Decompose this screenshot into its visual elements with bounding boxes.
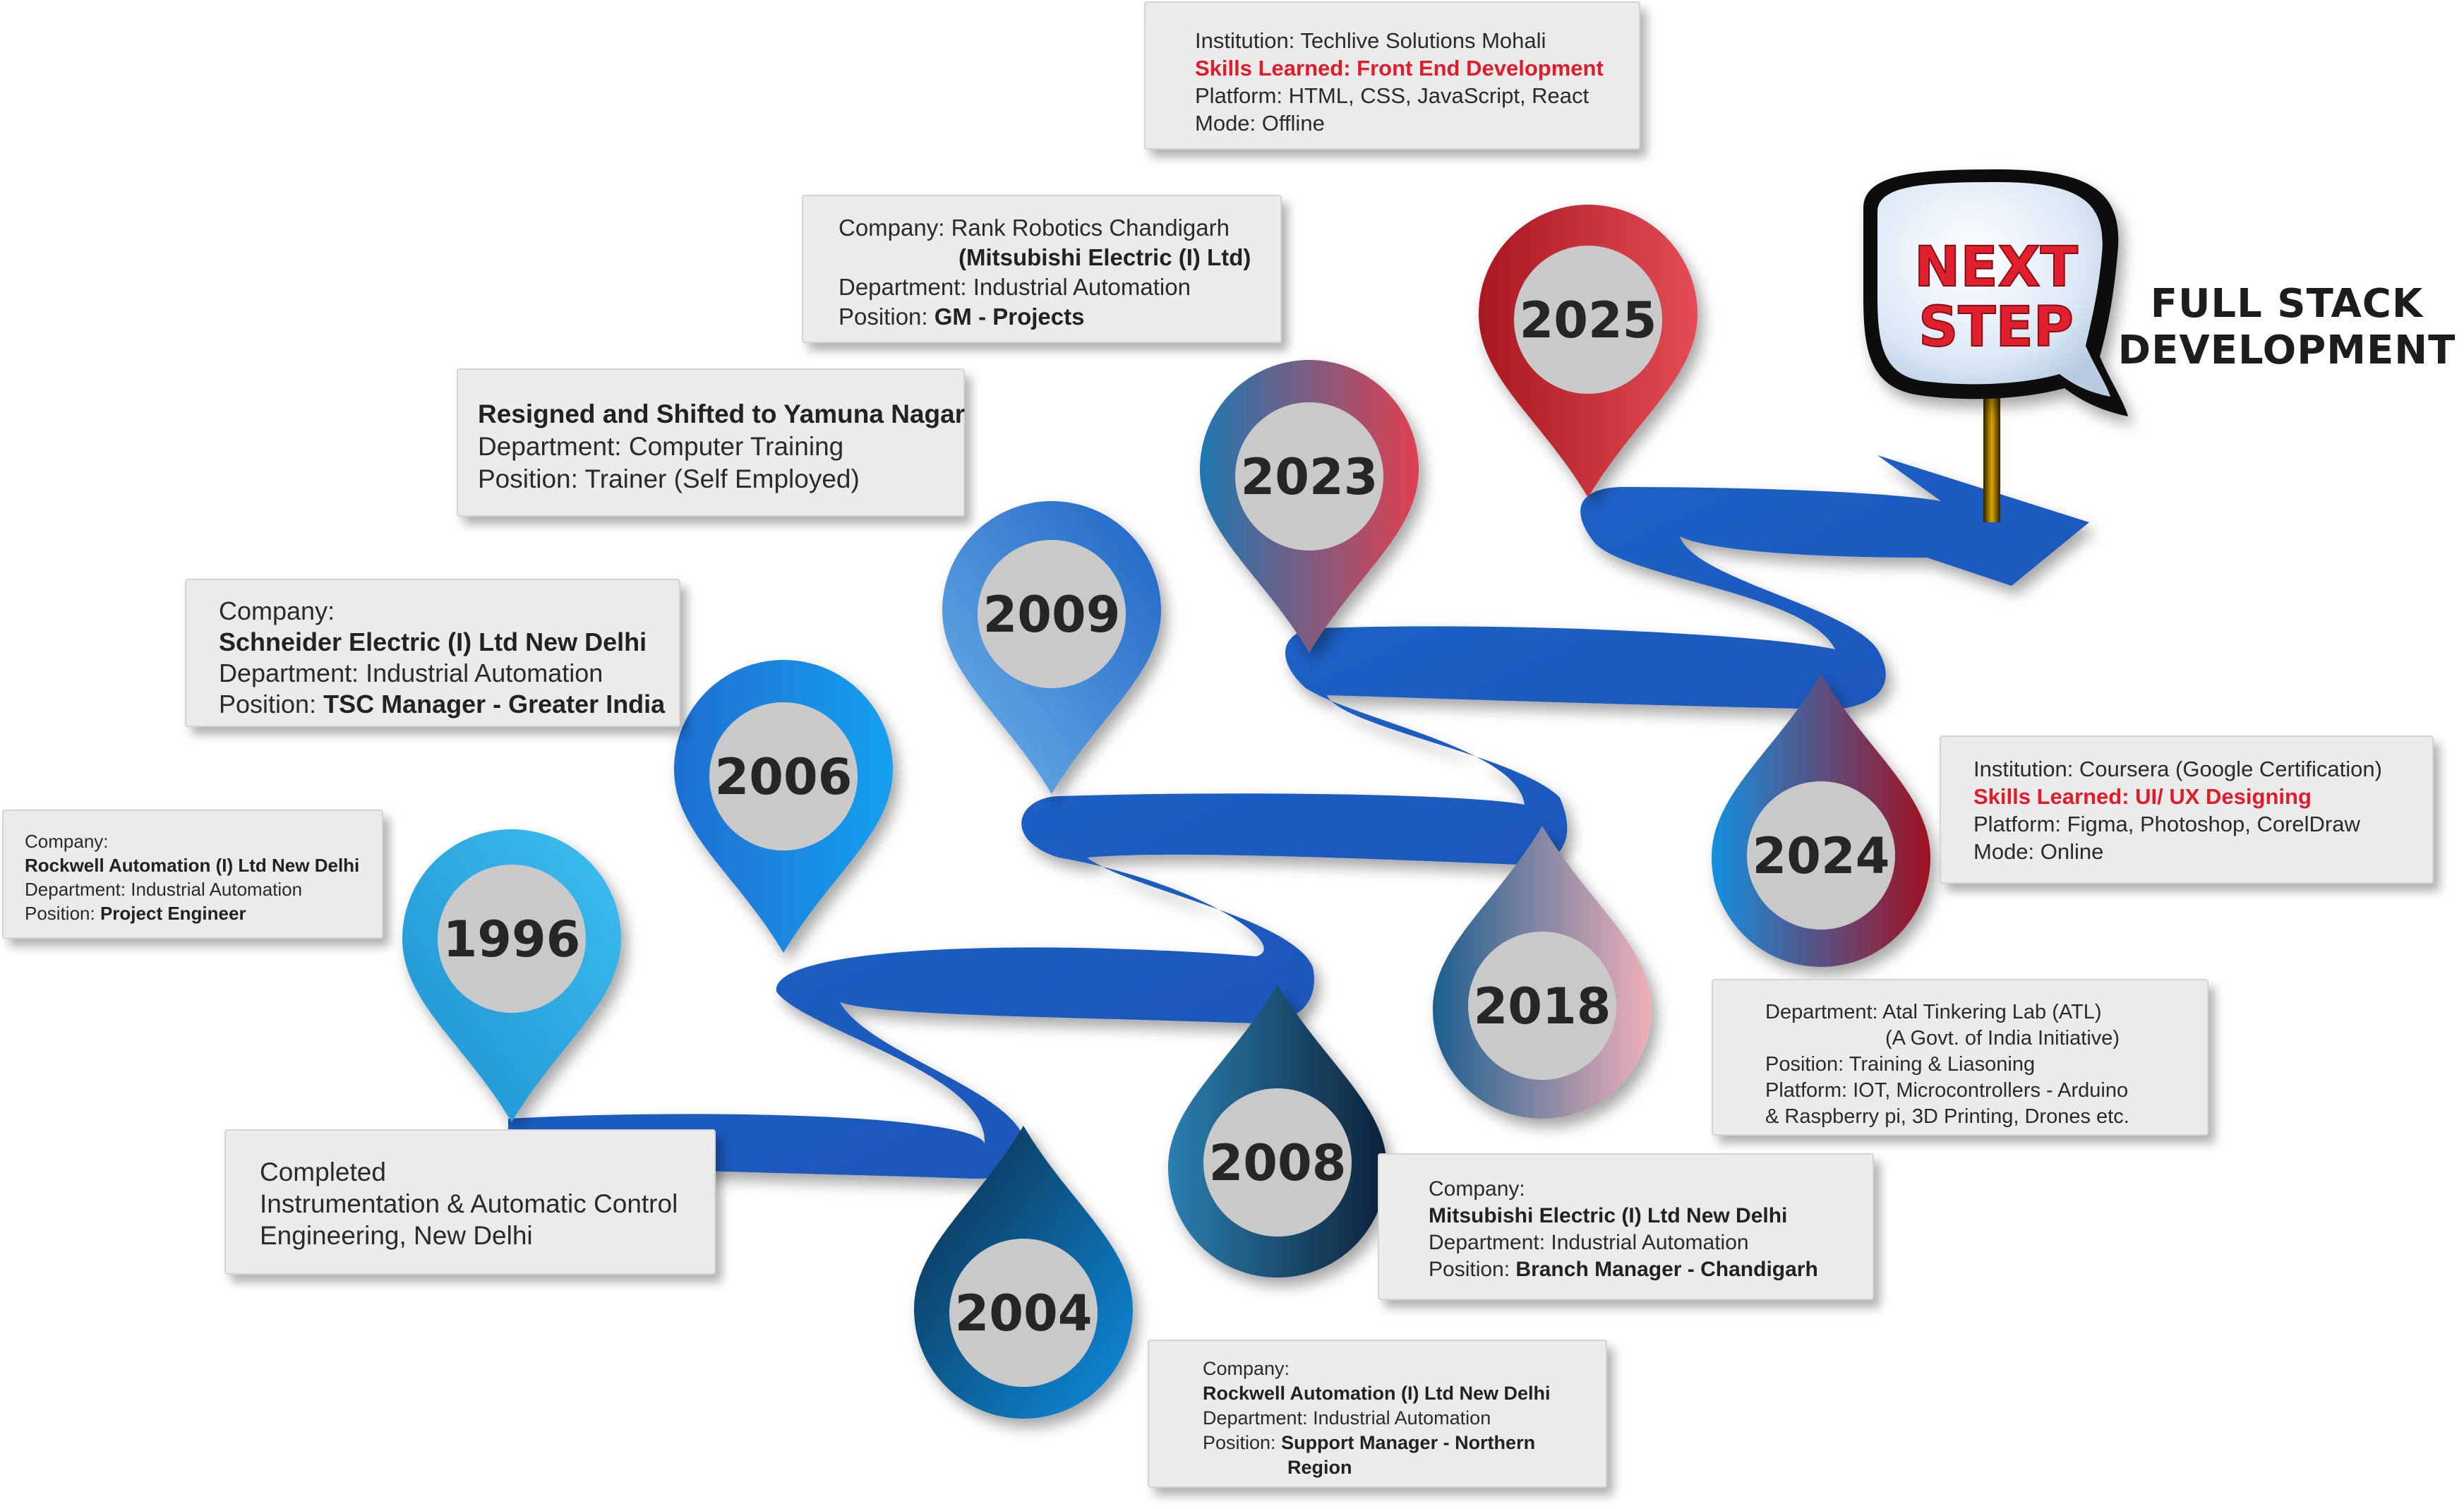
pin-2023: 2023	[1200, 360, 1419, 653]
position-label: Position:	[839, 303, 934, 330]
department: Department: Computer Training	[478, 432, 844, 461]
pin-year-2025: 2025	[1520, 291, 1657, 349]
pin-year-2008: 2008	[1209, 1134, 1347, 1192]
goal-title: FULL STACK DEVELOPMENT	[2117, 281, 2456, 374]
position-value: Branch Manager - Chandigarh	[1515, 1258, 1818, 1281]
goal-title-line1: FULL STACK	[2150, 281, 2424, 327]
pin-2006: 2006	[674, 660, 893, 953]
pin-year-2004: 2004	[955, 1285, 1093, 1342]
pin-year-2018: 2018	[1474, 978, 1611, 1035]
card-label: Company:	[219, 596, 335, 625]
position-label: Position:	[219, 690, 324, 719]
goal-title-line2: DEVELOPMENT	[2117, 327, 2456, 373]
card-headline: Resigned and Shifted to Yamuna Nagar	[478, 399, 966, 428]
department: Department: Industrial Automation	[25, 879, 303, 900]
timeline-road	[508, 455, 2089, 1179]
position: Position: Trainer (Self Employed)	[478, 464, 860, 493]
position-value: TSC Manager - Greater India	[323, 690, 666, 719]
card-2025: Institution: Techlive Solutions Mohali S…	[1144, 1, 1640, 150]
card-1996-job: Company: Rockwell Automation (I) Ltd New…	[2, 810, 383, 939]
company-name: Schneider Electric (I) Ltd New Delhi	[219, 627, 647, 656]
institution: Institution: Coursera (Google Certificat…	[1973, 757, 2382, 781]
platform: Platform: HTML, CSS, JavaScript, React	[1195, 83, 1589, 108]
department: Department: Industrial Automation	[839, 274, 1191, 300]
pin-2008: 2008	[1167, 985, 1387, 1278]
department: Department: Industrial Automation	[1429, 1231, 1749, 1254]
mode: Mode: Offline	[1195, 111, 1325, 136]
next-step-sign: NEXT STEP	[1863, 169, 2128, 522]
card-2009: Resigned and Shifted to Yamuna Nagar Dep…	[457, 368, 965, 517]
position: Position: Training & Liasoning	[1765, 1053, 2036, 1076]
company-name: Rockwell Automation (I) Ltd New Delhi	[1203, 1383, 1551, 1404]
department: Department: Atal Tinkering Lab (ATL)	[1765, 1001, 2102, 1023]
department-note: (A Govt. of India Initiative)	[1885, 1027, 2120, 1050]
position-value: Support Manager - Northern	[1281, 1432, 1536, 1453]
card-1996-education: Completed Instrumentation & Automatic Co…	[224, 1129, 716, 1275]
company-parent: (Mitsubishi Electric (I) Ltd)	[958, 244, 1251, 270]
pin-2018: 2018	[1433, 826, 1652, 1119]
card-label: Company:	[25, 831, 109, 852]
pin-2025: 2025	[1479, 205, 1697, 498]
pin-1996: 1996	[402, 829, 621, 1122]
department: Department: Industrial Automation	[1203, 1407, 1491, 1429]
platform-cont: & Raspberry pi, 3D Printing, Drones etc.	[1765, 1105, 2129, 1128]
next-step-line2: STEP	[1918, 296, 2074, 359]
company-name: Mitsubishi Electric (I) Ltd New Delhi	[1429, 1204, 1788, 1227]
card-2006: Company: Schneider Electric (I) Ltd New …	[185, 579, 680, 727]
skills-learned: Skills Learned: UI/ UX Designing	[1973, 784, 2312, 809]
pin-year-1996: 1996	[443, 910, 581, 968]
skills-learned: Skills Learned: Front End Development	[1195, 56, 1604, 80]
pin-year-2009: 2009	[983, 586, 1121, 644]
company: Company: Rank Robotics Chandigarh	[839, 215, 1230, 241]
pin-year-2006: 2006	[715, 748, 853, 806]
education-line2: Instrumentation & Automatic Control	[260, 1189, 678, 1218]
position-value: GM - Projects	[934, 303, 1085, 330]
company-name: Rockwell Automation (I) Ltd New Delhi	[25, 855, 360, 876]
mode: Mode: Online	[1973, 839, 2104, 864]
next-step-line1: NEXT	[1914, 236, 2078, 299]
position-value-cont: Region	[1287, 1457, 1352, 1478]
card-2018: Department: Atal Tinkering Lab (ATL) (A …	[1712, 979, 2208, 1136]
pin-2024: 2024	[1712, 674, 1930, 967]
position-value: Project Engineer	[100, 903, 246, 924]
education-line3: Engineering, New Delhi	[260, 1221, 533, 1250]
education-line1: Completed	[260, 1158, 386, 1186]
pin-year-2023: 2023	[1241, 448, 1378, 506]
position-label: Position:	[1429, 1258, 1516, 1281]
platform: Platform: IOT, Microcontrollers - Arduin…	[1765, 1079, 2129, 1102]
card-2004: Company: Rockwell Automation (I) Ltd New…	[1148, 1340, 1607, 1488]
pin-year-2024: 2024	[1753, 827, 1890, 885]
card-label: Company:	[1203, 1358, 1290, 1379]
card-label: Company:	[1429, 1177, 1525, 1201]
card-2008: Company: Mitsubishi Electric (I) Ltd New…	[1378, 1153, 1874, 1300]
institution: Institution: Techlive Solutions Mohali	[1195, 28, 1546, 53]
department: Department: Industrial Automation	[219, 659, 603, 687]
card-2023: Company: Rank Robotics Chandigarh (Mitsu…	[802, 195, 1282, 343]
position-label: Position:	[1203, 1432, 1282, 1453]
pin-2004: 2004	[914, 1126, 1133, 1419]
pin-2009: 2009	[942, 501, 1161, 794]
card-2024: Institution: Coursera (Google Certificat…	[1940, 735, 2434, 884]
position-label: Position:	[25, 903, 100, 924]
sign-pole	[1983, 385, 2000, 522]
platform: Platform: Figma, Photoshop, CorelDraw	[1973, 812, 2360, 836]
